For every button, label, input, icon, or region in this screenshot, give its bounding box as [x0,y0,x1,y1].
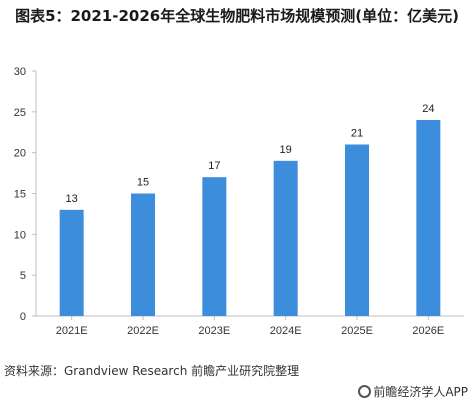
bar [131,193,155,316]
source-note: 资料来源：Grandview Research 前瞻产业研究院整理 [4,364,300,378]
bar-value-label: 17 [208,160,220,172]
y-tick-label: 30 [14,66,26,78]
x-tick-label: 2026E [412,325,444,337]
y-tick-label: 10 [14,229,26,241]
x-tick-label: 2024E [270,325,302,337]
y-tick-label: 0 [20,311,26,323]
x-tick-label: 2023E [198,325,230,337]
bar-value-label: 13 [66,193,78,205]
bar-value-label: 15 [137,177,149,189]
bar-value-label: 24 [422,103,434,115]
bar-value-label: 19 [280,144,292,156]
y-tick-label: 25 [14,107,26,119]
chart-title: 图表5：2021-2026年全球生物肥料市场规模预测(单位：亿美元) [15,7,459,25]
x-tick-label: 2025E [341,325,373,337]
bar [202,177,227,316]
bar [345,144,369,316]
bar [273,160,298,316]
y-tick-label: 5 [20,270,26,282]
x-tick-label: 2022E [127,325,159,337]
y-tick-label: 20 [14,148,26,160]
bar-value-label: 21 [351,128,363,140]
brand-text: 前瞻经济学人APP [373,385,468,399]
y-tick-label: 15 [14,189,26,201]
bar [59,209,84,316]
bar [416,120,441,316]
brand-logo-icon [358,385,372,398]
brand-label: 前瞻经济学人APP [358,383,468,400]
x-tick-label: 2021E [56,325,88,337]
